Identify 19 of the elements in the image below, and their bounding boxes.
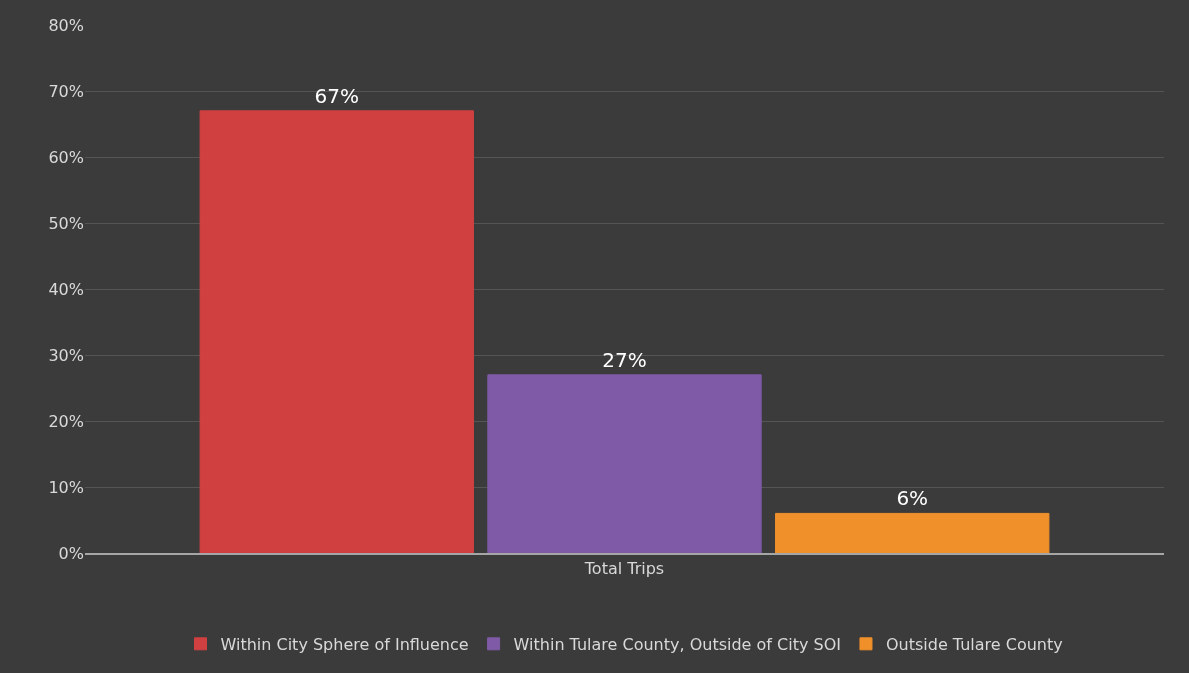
data-label: 6% [896,486,929,511]
bar [199,110,474,553]
legend-label: Within Tulare County, Outside of City SOI [513,635,841,655]
y-tick-label: 80% [48,15,84,35]
y-tick-label: 60% [48,147,84,167]
x-tick-label: Total Trips [583,559,665,579]
bar [487,374,762,553]
legend-label: Outside Tulare County [885,635,1063,655]
data-label: 67% [314,83,359,108]
y-tick-label: 0% [58,543,84,563]
y-tick-label: 20% [48,411,84,431]
data-label: 27% [602,347,647,372]
y-tick-label: 40% [48,279,84,299]
legend-label: Within City Sphere of Influence [220,635,469,655]
y-tick-label: 10% [48,477,84,497]
y-tick-label: 30% [48,345,84,365]
y-tick-label: 70% [48,81,84,101]
bar [775,512,1050,553]
y-tick-label: 50% [48,213,84,233]
